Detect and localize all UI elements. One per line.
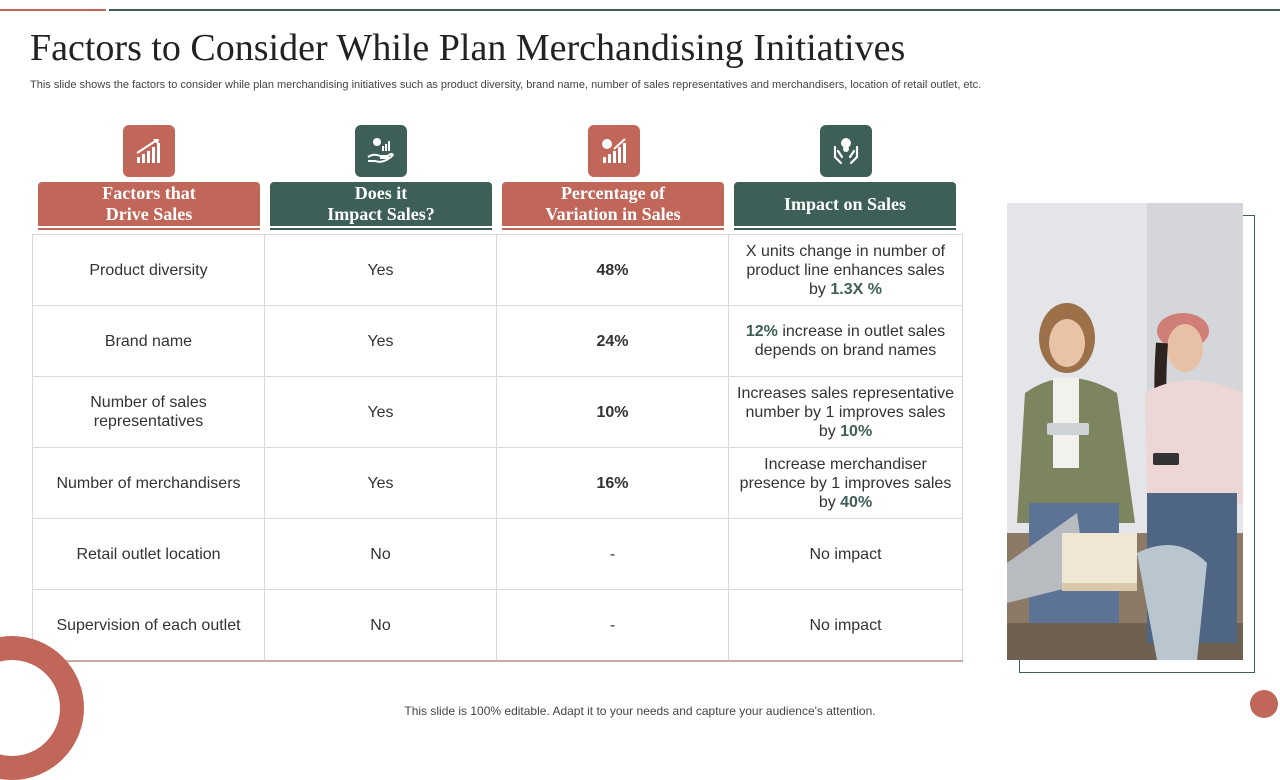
factor-cell: Number of merchandisers bbox=[32, 447, 265, 519]
sales-text: Increases sales representative number by… bbox=[737, 384, 954, 440]
people-photo bbox=[1007, 203, 1243, 660]
money-hand-chart-icon bbox=[355, 125, 407, 177]
impact-cell: Yes bbox=[264, 376, 497, 448]
percentage-cell: - bbox=[496, 518, 729, 590]
factor-cell: Brand name bbox=[32, 305, 265, 377]
top-accent-line-green bbox=[109, 9, 1280, 11]
sales-text: X units change in number of product line… bbox=[745, 242, 946, 298]
sales-text: No impact bbox=[809, 616, 882, 634]
percentage-cell: 48% bbox=[496, 234, 729, 306]
factor-cell: Supervision of each outlet bbox=[32, 589, 265, 662]
impact-cell: Yes bbox=[264, 234, 497, 306]
factors-table: Product diversity Yes 48% X units change… bbox=[32, 234, 963, 662]
sales-impact-cell: Increase merchandiser presence by 1 impr… bbox=[728, 447, 963, 519]
factor-cell: Retail outlet location bbox=[32, 518, 265, 590]
sales-text: No impact bbox=[809, 545, 882, 563]
sales-highlight: 40% bbox=[840, 493, 873, 511]
header-underline bbox=[734, 228, 956, 230]
sales-highlight: 10% bbox=[840, 422, 873, 440]
sales-impact-cell: 12% increase in outlet sales depends on … bbox=[728, 305, 963, 377]
header-underline bbox=[502, 228, 724, 230]
impact-cell: Yes bbox=[264, 447, 497, 519]
column-header-impact: Does it Impact Sales? bbox=[270, 182, 492, 226]
table-row: Supervision of each outlet No - No impac… bbox=[32, 589, 963, 662]
coin-growth-chart-icon bbox=[588, 125, 640, 177]
slide-subtitle: This slide shows the factors to consider… bbox=[30, 79, 982, 91]
sales-highlight: 1.3X % bbox=[830, 280, 882, 298]
table-row: Brand name Yes 24% 12% increase in outle… bbox=[32, 305, 963, 377]
column-header-percentage: Percentage of Variation in Sales bbox=[502, 182, 724, 226]
header-underline bbox=[270, 228, 492, 230]
slide-footer: This slide is 100% editable. Adapt it to… bbox=[404, 704, 876, 718]
growth-chart-icon bbox=[123, 125, 175, 177]
percentage-cell: 24% bbox=[496, 305, 729, 377]
percentage-cell: 10% bbox=[496, 376, 729, 448]
sales-impact-cell: X units change in number of product line… bbox=[728, 234, 963, 306]
table-row: Retail outlet location No - No impact bbox=[32, 518, 963, 590]
factor-cell: Number of sales representatives bbox=[32, 376, 265, 448]
column-header-impact-on-sales: Impact on Sales bbox=[734, 182, 956, 226]
sales-impact-cell: No impact bbox=[728, 518, 963, 590]
impact-cell: No bbox=[264, 518, 497, 590]
slide-title: Factors to Consider While Plan Merchandi… bbox=[30, 27, 906, 69]
table-row: Product diversity Yes 48% X units change… bbox=[32, 234, 963, 306]
table-row: Number of sales representatives Yes 10% … bbox=[32, 376, 963, 448]
percentage-cell: 16% bbox=[496, 447, 729, 519]
top-accent-line-red bbox=[0, 9, 106, 11]
sales-impact-cell: Increases sales representative number by… bbox=[728, 376, 963, 448]
decorative-dot bbox=[1250, 690, 1278, 718]
percentage-cell: - bbox=[496, 589, 729, 662]
hands-coins-icon bbox=[820, 125, 872, 177]
header-underline bbox=[38, 228, 260, 230]
sales-highlight: 12% bbox=[745, 323, 778, 340]
table-row: Number of merchandisers Yes 16% Increase… bbox=[32, 447, 963, 519]
factor-cell: Product diversity bbox=[32, 234, 265, 306]
sales-text: Increase merchandiser presence by 1 impr… bbox=[739, 455, 952, 511]
impact-cell: No bbox=[264, 589, 497, 662]
column-header-factors: Factors that Drive Sales bbox=[38, 182, 260, 226]
people-illustration bbox=[1007, 203, 1243, 660]
sales-impact-cell: No impact bbox=[728, 589, 963, 662]
impact-cell: Yes bbox=[264, 305, 497, 377]
sales-text-tail: increase in outlet sales depends on bran… bbox=[754, 323, 946, 359]
